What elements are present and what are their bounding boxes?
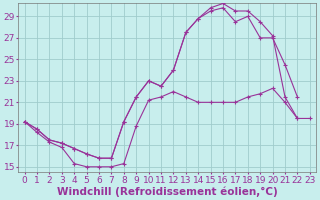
X-axis label: Windchill (Refroidissement éolien,°C): Windchill (Refroidissement éolien,°C): [57, 186, 278, 197]
